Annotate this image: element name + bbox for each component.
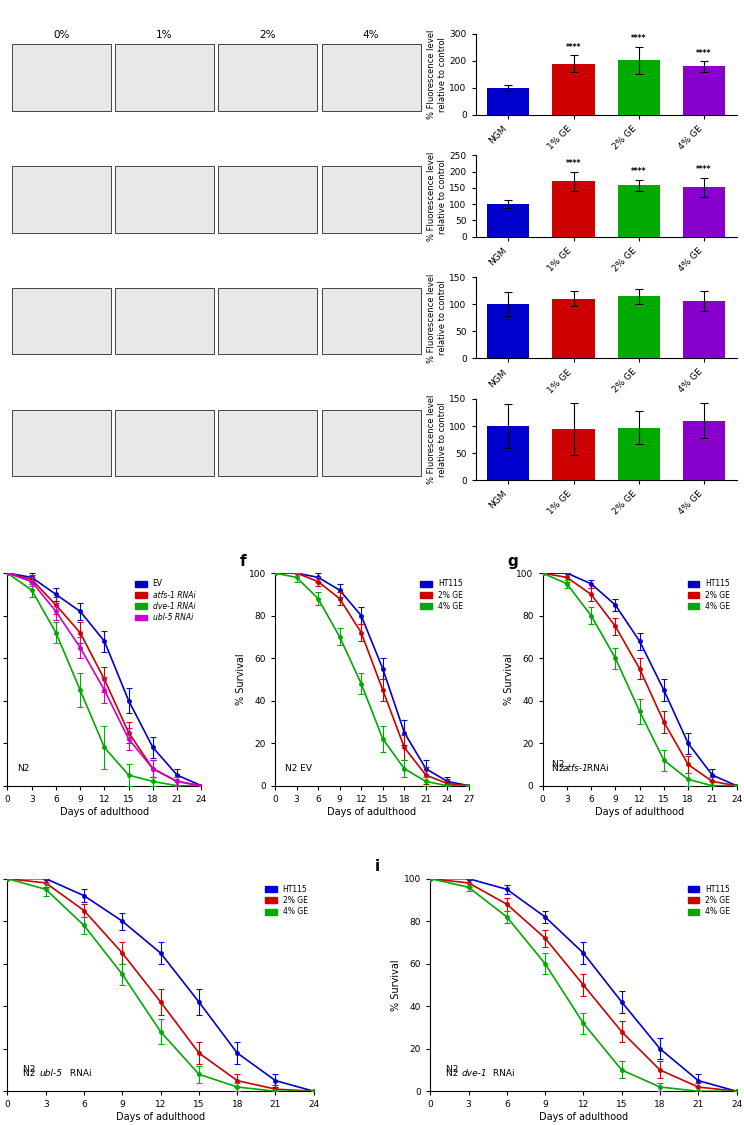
Text: N2 atfs-1 RNAi: N2 atfs-1 RNAi <box>552 759 618 768</box>
Legend: HT115, 2% GE, 4% GE: HT115, 2% GE, 4% GE <box>418 577 465 613</box>
Text: N2: N2 <box>552 764 568 773</box>
Y-axis label: % Fluorescence level
relative to control: % Fluorescence level relative to control <box>427 152 446 241</box>
FancyBboxPatch shape <box>115 410 214 476</box>
Text: RNAi: RNAi <box>584 764 609 773</box>
X-axis label: Days of adulthood: Days of adulthood <box>595 807 684 817</box>
Y-axis label: % Fluorescence level
relative to control: % Fluorescence level relative to control <box>427 273 446 362</box>
Bar <box>683 421 725 480</box>
X-axis label: Days of adulthood: Days of adulthood <box>116 1112 205 1122</box>
X-axis label: Days of adulthood: Days of adulthood <box>539 1112 628 1122</box>
Text: N2: N2 <box>17 764 30 773</box>
Text: N2: N2 <box>23 1065 38 1074</box>
Text: ****: **** <box>696 48 712 57</box>
FancyBboxPatch shape <box>218 410 318 476</box>
Text: N2: N2 <box>23 1070 38 1079</box>
Text: N2 dve-1 RNAi: N2 dve-1 RNAi <box>446 1065 511 1074</box>
Text: RNAi: RNAi <box>67 1070 92 1079</box>
Text: N2 ubl-5: N2 ubl-5 <box>23 1065 61 1074</box>
FancyBboxPatch shape <box>12 44 111 111</box>
Y-axis label: % Survival: % Survival <box>391 960 401 1010</box>
Text: N2 ubl-5 RNAi: N2 ubl-5 RNAi <box>23 1065 86 1074</box>
Bar <box>487 426 530 480</box>
Bar <box>552 181 594 236</box>
Bar <box>683 188 725 236</box>
Bar <box>552 429 594 480</box>
Y-axis label: % Fluorescence level
relative to control: % Fluorescence level relative to control <box>427 395 446 484</box>
Bar <box>683 302 725 359</box>
FancyBboxPatch shape <box>218 166 318 233</box>
Text: i: i <box>375 860 380 874</box>
Text: N2: N2 <box>446 1065 461 1074</box>
Y-axis label: % Survival: % Survival <box>504 654 513 705</box>
Text: N2: N2 <box>446 1070 461 1079</box>
Text: ****: **** <box>565 43 581 52</box>
FancyBboxPatch shape <box>218 44 318 111</box>
FancyBboxPatch shape <box>115 288 214 354</box>
Text: ****: **** <box>696 165 712 174</box>
Bar <box>618 428 660 480</box>
FancyBboxPatch shape <box>218 288 318 354</box>
X-axis label: Days of adulthood: Days of adulthood <box>327 807 417 817</box>
Text: N2 EV: N2 EV <box>285 764 312 773</box>
Bar <box>487 205 530 236</box>
Text: RNAi: RNAi <box>490 1070 514 1079</box>
FancyBboxPatch shape <box>115 166 214 233</box>
FancyBboxPatch shape <box>321 44 420 111</box>
Bar <box>487 88 530 115</box>
Text: atfs-1: atfs-1 <box>562 764 589 773</box>
Text: N2 dve-1: N2 dve-1 <box>446 1065 487 1074</box>
Text: 1%: 1% <box>156 30 173 40</box>
Text: f: f <box>240 554 247 569</box>
FancyBboxPatch shape <box>12 288 111 354</box>
Legend: HT115, 2% GE, 4% GE: HT115, 2% GE, 4% GE <box>685 577 733 613</box>
Y-axis label: % Survival: % Survival <box>236 654 246 705</box>
Legend: HT115, 2% GE, 4% GE: HT115, 2% GE, 4% GE <box>685 882 733 919</box>
Text: ****: **** <box>631 35 647 44</box>
Text: ****: **** <box>631 168 647 177</box>
Text: N2: N2 <box>552 759 568 768</box>
Bar <box>618 61 660 115</box>
Text: ubl-5: ubl-5 <box>39 1070 62 1079</box>
Text: 0%: 0% <box>53 30 69 40</box>
Bar <box>683 66 725 115</box>
Bar <box>552 63 594 115</box>
Text: N2 atfs-1: N2 atfs-1 <box>552 759 594 768</box>
Bar <box>618 296 660 359</box>
Bar <box>487 304 530 359</box>
FancyBboxPatch shape <box>12 410 111 476</box>
Legend: EV, atfs-1 RNAi, dve-1 RNAi, ubl-5 RNAi: EV, atfs-1 RNAi, dve-1 RNAi, ubl-5 RNAi <box>132 577 198 624</box>
FancyBboxPatch shape <box>321 410 420 476</box>
X-axis label: Days of adulthood: Days of adulthood <box>60 807 149 817</box>
Text: ****: **** <box>565 160 581 169</box>
FancyBboxPatch shape <box>321 166 420 233</box>
Text: dve-1: dve-1 <box>462 1070 488 1079</box>
Text: 2%: 2% <box>260 30 276 40</box>
FancyBboxPatch shape <box>321 288 420 354</box>
FancyBboxPatch shape <box>12 166 111 233</box>
FancyBboxPatch shape <box>115 44 214 111</box>
Text: g: g <box>507 554 519 569</box>
Text: 4%: 4% <box>363 30 379 40</box>
Y-axis label: % Fluorescence level
relative to control: % Fluorescence level relative to control <box>427 29 446 119</box>
Bar <box>618 186 660 236</box>
Legend: HT115, 2% GE, 4% GE: HT115, 2% GE, 4% GE <box>263 882 310 919</box>
Bar <box>552 299 594 359</box>
